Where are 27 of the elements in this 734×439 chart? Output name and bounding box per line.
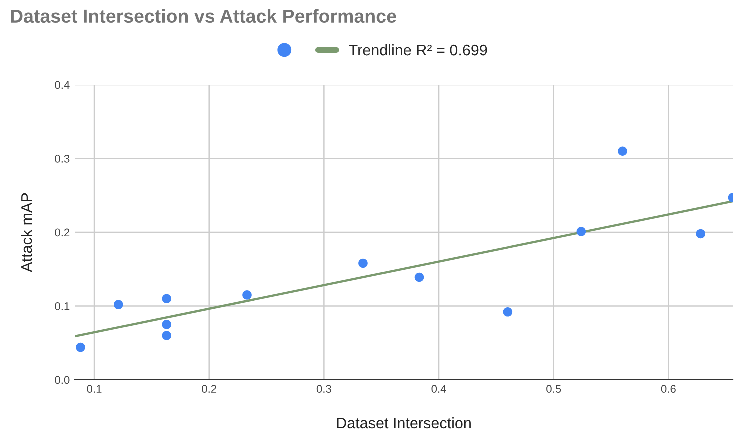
x-tick-label: 0.3: [316, 385, 332, 394]
point: [162, 294, 172, 304]
point: [696, 229, 706, 239]
y-axis-title: Attack mAP: [21, 193, 32, 272]
x-tick-label: 0.2: [202, 385, 217, 394]
point: [114, 300, 124, 310]
chart-title: Dataset Intersection vs Attack Performance: [11, 9, 396, 24]
point: [358, 258, 368, 268]
point: [414, 272, 424, 282]
x-tick-label: 0.5: [546, 385, 562, 394]
x-tick-label: 0.6: [661, 385, 676, 394]
y-tick-label: 0.0: [55, 376, 70, 384]
point: [162, 320, 172, 330]
point: [162, 331, 172, 340]
y-tick-label: 0.4: [55, 81, 70, 90]
y-tick-label: 0.2: [55, 228, 70, 237]
point: [76, 342, 86, 352]
point: [576, 227, 586, 236]
legend-label: Trendline R² = 0.699: [349, 44, 488, 56]
point: [242, 290, 252, 300]
point: [503, 307, 513, 317]
x-tick-label: 0.4: [432, 385, 446, 394]
y-tick-label: 0.3: [55, 155, 70, 163]
y-tick-label: 0.1: [55, 302, 70, 310]
x-axis-title: Dataset Intersection: [337, 417, 471, 429]
x-tick-label: 0.1: [87, 385, 102, 394]
point: [618, 146, 628, 156]
